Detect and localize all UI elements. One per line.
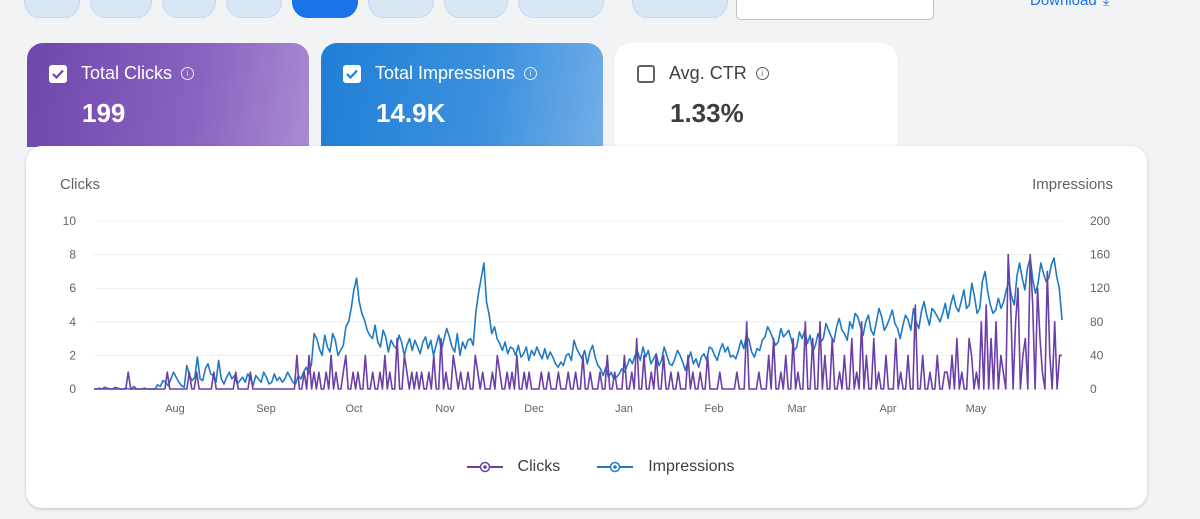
download-link[interactable]: Download ⤓ xyxy=(1030,0,1109,9)
total-impressions-card[interactable]: Total Impressions i 14.9K xyxy=(321,43,603,147)
download-label: Download xyxy=(1030,0,1097,9)
series-line-impressions xyxy=(94,257,1063,390)
legend-item-impressions[interactable]: Impressions xyxy=(596,458,734,476)
left-axis-tick-label: 8 xyxy=(69,248,76,262)
total-impressions-checkbox[interactable] xyxy=(343,64,361,83)
right-axis-tick-label: 40 xyxy=(1090,348,1104,362)
series-line-clicks xyxy=(94,253,1062,390)
total-clicks-value: 199 xyxy=(82,98,126,128)
legend-impressions-label: Impressions xyxy=(648,458,735,475)
x-axis-tick-label: Dec xyxy=(524,403,544,415)
legend-item-clicks[interactable]: Clicks xyxy=(466,458,561,476)
total-impressions-value: 14.9K xyxy=(376,98,446,128)
checkmark-icon xyxy=(346,69,358,79)
total-clicks-checkbox[interactable] xyxy=(49,64,67,83)
info-icon[interactable]: i xyxy=(755,67,769,80)
download-icon: ⤓ xyxy=(1102,0,1110,9)
x-axis-tick-label: Oct xyxy=(345,403,362,415)
left-axis-tick-label: 6 xyxy=(69,281,76,295)
x-axis-tick-label: May xyxy=(966,403,987,415)
avg-ctr-label: Avg. CTR xyxy=(669,63,747,83)
total-impressions-label: Total Impressions xyxy=(375,63,516,83)
left-axis-title: Clicks xyxy=(60,176,100,193)
right-axis-tick-label: 80 xyxy=(1090,315,1104,329)
left-axis-tick-label: 0 xyxy=(69,382,76,396)
left-axis-tick-label: 10 xyxy=(63,214,77,228)
avg-ctr-value: 1.33% xyxy=(670,98,744,128)
right-axis-tick-label: 120 xyxy=(1090,281,1110,295)
x-axis-tick-label: Aug xyxy=(165,403,185,415)
right-axis-tick-label: 0 xyxy=(1090,382,1097,396)
right-axis-tick-label: 200 xyxy=(1090,214,1110,228)
total-clicks-label: Total Clicks xyxy=(81,63,173,83)
impressions-legend-icon xyxy=(597,461,634,473)
legend-clicks-label: Clicks xyxy=(517,458,561,475)
x-axis-tick-label: Sep xyxy=(256,403,276,415)
x-axis-tick-label: Jan xyxy=(615,403,633,415)
checkmark-icon xyxy=(52,69,64,79)
total-clicks-card[interactable]: Total Clicks i 199 xyxy=(27,43,309,147)
performance-chart-card xyxy=(26,146,1147,508)
clicks-legend-icon xyxy=(466,461,503,473)
right-axis-tick-label: 160 xyxy=(1090,248,1110,262)
x-axis-tick-label: Mar xyxy=(788,403,807,415)
right-axis-title: Impressions xyxy=(1032,176,1113,193)
avg-ctr-checkbox[interactable] xyxy=(637,64,655,83)
left-axis-tick-label: 4 xyxy=(69,315,76,329)
left-axis-tick-label: 2 xyxy=(69,348,76,362)
x-axis-tick-label: Apr xyxy=(879,403,896,415)
info-icon[interactable]: i xyxy=(524,67,538,80)
x-axis-tick-label: Feb xyxy=(705,403,724,415)
x-axis-tick-label: Nov xyxy=(435,403,455,415)
avg-ctr-card[interactable]: Avg. CTR i 1.33% xyxy=(615,43,897,147)
info-icon[interactable]: i xyxy=(181,67,195,80)
chart-legend: Clicks Impressions xyxy=(0,458,1200,476)
date-range-field[interactable] xyxy=(736,0,934,20)
